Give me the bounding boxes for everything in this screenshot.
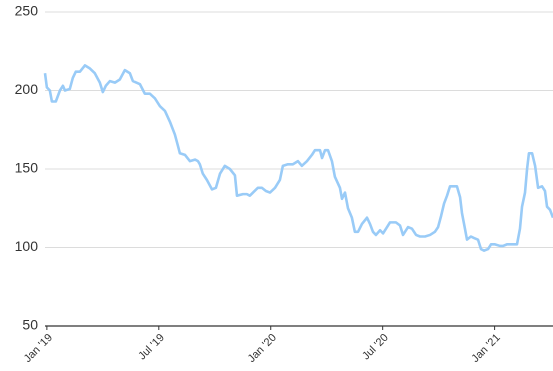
line [43, 64, 553, 252]
x-tick-label: Jan '21 [469, 332, 502, 365]
x-tick-label: Jan '19 [22, 332, 55, 365]
y-tick-label: 50 [22, 317, 38, 333]
y-tick-label: 100 [15, 238, 39, 254]
x-tick-label: Jan '20 [246, 332, 279, 365]
y-tick-label: 150 [15, 160, 39, 176]
x-tick-label: Jul '19 [136, 332, 167, 363]
y-tick-label: 250 [15, 3, 39, 19]
x-tick-label: Jul '20 [360, 332, 391, 363]
y-tick-label: 200 [15, 81, 39, 97]
